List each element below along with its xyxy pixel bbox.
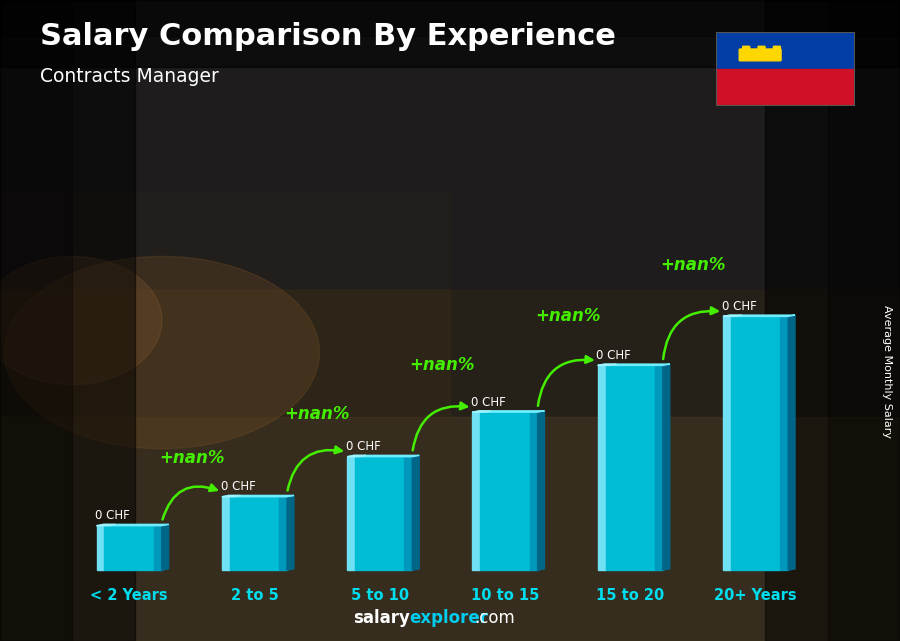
Bar <box>355 456 404 570</box>
Bar <box>716 32 855 69</box>
Bar <box>716 69 855 106</box>
Bar <box>723 317 731 570</box>
Bar <box>606 365 655 570</box>
Bar <box>780 317 788 570</box>
Bar <box>404 456 412 570</box>
Bar <box>0 192 450 417</box>
Bar <box>104 526 154 570</box>
Text: +nan%: +nan% <box>661 256 725 274</box>
Polygon shape <box>598 364 616 365</box>
Text: salary: salary <box>353 609 410 627</box>
Text: +nan%: +nan% <box>284 405 350 423</box>
Text: 0 CHF: 0 CHF <box>95 509 130 522</box>
Polygon shape <box>222 495 240 497</box>
Bar <box>828 0 900 641</box>
Bar <box>481 412 530 570</box>
FancyBboxPatch shape <box>739 49 781 61</box>
Polygon shape <box>723 315 742 317</box>
Bar <box>0 0 900 288</box>
Bar <box>0 0 900 36</box>
FancyBboxPatch shape <box>758 46 765 54</box>
Ellipse shape <box>4 256 320 449</box>
Polygon shape <box>347 455 365 456</box>
Polygon shape <box>537 411 544 570</box>
Polygon shape <box>663 364 670 570</box>
Bar <box>230 497 279 570</box>
Polygon shape <box>222 495 294 497</box>
Text: +nan%: +nan% <box>159 449 225 467</box>
Text: Average Monthly Salary: Average Monthly Salary <box>881 305 892 438</box>
Bar <box>765 0 900 641</box>
Text: 0 CHF: 0 CHF <box>220 480 256 493</box>
Polygon shape <box>788 315 795 570</box>
Bar <box>655 365 663 570</box>
FancyBboxPatch shape <box>773 46 780 54</box>
Bar <box>598 365 606 570</box>
Text: +nan%: +nan% <box>535 307 600 325</box>
Bar <box>279 497 287 570</box>
Text: Salary Comparison By Experience: Salary Comparison By Experience <box>40 22 616 51</box>
Text: explorer: explorer <box>410 609 489 627</box>
Polygon shape <box>347 455 419 456</box>
Polygon shape <box>96 524 115 526</box>
Bar <box>347 456 355 570</box>
Text: 0 CHF: 0 CHF <box>472 395 506 408</box>
Polygon shape <box>96 524 168 526</box>
Bar <box>0 417 900 641</box>
Bar <box>530 412 537 570</box>
Text: 0 CHF: 0 CHF <box>597 349 631 362</box>
Bar <box>472 412 481 570</box>
Bar <box>96 526 104 570</box>
Text: +nan%: +nan% <box>410 356 475 374</box>
Text: 0 CHF: 0 CHF <box>722 300 757 313</box>
Bar <box>0 0 72 641</box>
Polygon shape <box>162 524 168 570</box>
FancyBboxPatch shape <box>742 46 750 54</box>
Bar <box>731 317 780 570</box>
Polygon shape <box>723 315 795 317</box>
Bar <box>154 526 162 570</box>
Polygon shape <box>598 364 670 365</box>
Polygon shape <box>472 411 491 412</box>
Text: .com: .com <box>474 609 515 627</box>
Polygon shape <box>412 455 419 570</box>
Text: 0 CHF: 0 CHF <box>346 440 381 453</box>
Bar <box>222 497 230 570</box>
Ellipse shape <box>0 256 162 385</box>
Polygon shape <box>472 411 544 412</box>
Bar <box>0 0 900 67</box>
Text: Contracts Manager: Contracts Manager <box>40 67 220 87</box>
Bar <box>0 0 135 641</box>
Polygon shape <box>287 495 294 570</box>
